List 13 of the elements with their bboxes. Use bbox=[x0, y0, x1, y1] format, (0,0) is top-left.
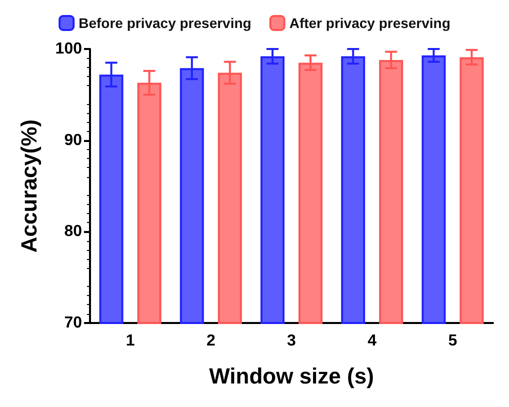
x-tick-label: 5 bbox=[448, 332, 458, 350]
y-tick-label: 80 bbox=[64, 223, 82, 240]
x-tick-label: 2 bbox=[206, 332, 216, 350]
x-tick-label: 1 bbox=[126, 332, 135, 350]
x-tick-label: 3 bbox=[287, 332, 296, 350]
x-tick-label: 4 bbox=[368, 332, 377, 350]
legend-label: Before privacy preserving bbox=[78, 15, 252, 31]
legend-label: After privacy preserving bbox=[289, 15, 450, 31]
y-tick-label: 100 bbox=[55, 40, 82, 58]
y-axis-title: Accuracy(%) bbox=[16, 119, 42, 253]
y-tick-label: 70 bbox=[64, 314, 82, 332]
y-tick-label: 90 bbox=[64, 132, 82, 149]
x-axis-title: Window size (s) bbox=[209, 364, 374, 388]
